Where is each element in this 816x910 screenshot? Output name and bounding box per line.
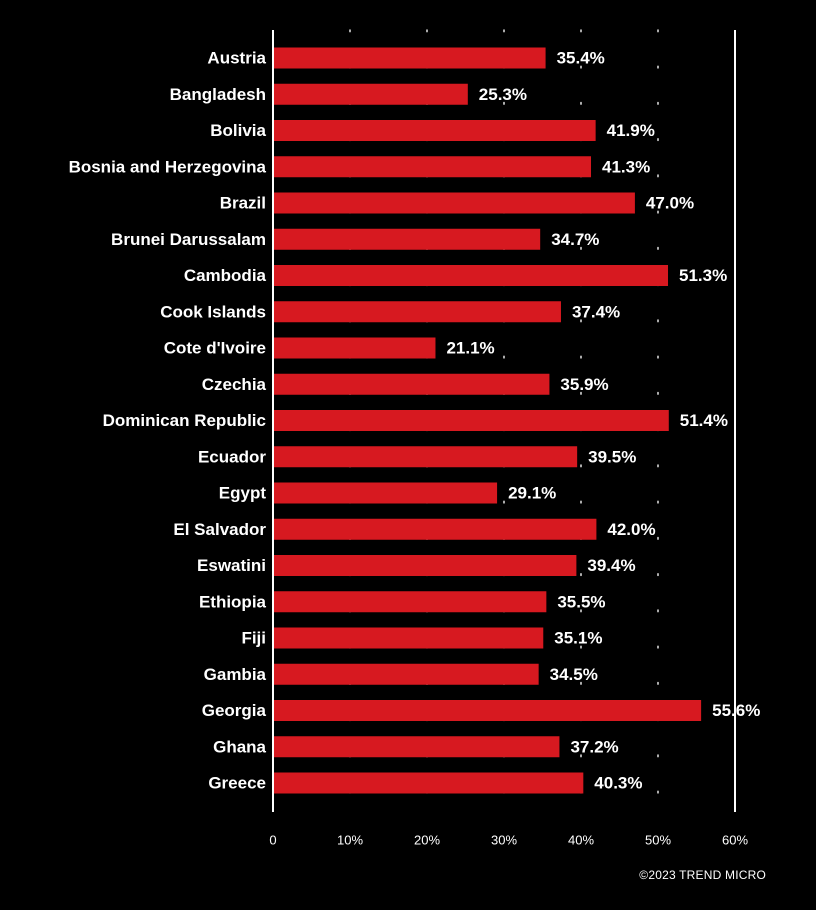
- category-label-egypt: Egypt: [219, 484, 267, 503]
- value-label-ethiopia: 35.5%: [557, 592, 605, 611]
- value-label-gambia: 34.5%: [550, 665, 598, 684]
- value-label-cambodia: 51.3%: [679, 266, 727, 285]
- category-label-greece: Greece: [208, 774, 266, 793]
- bar-gambia: [273, 663, 539, 685]
- value-label-cook-islands: 37.4%: [572, 302, 620, 321]
- bar-eswatini: [273, 555, 577, 576]
- bar-ecuador: [273, 446, 578, 468]
- bar-cote-d-ivoire: [273, 337, 436, 359]
- bar-bolivia: [273, 120, 596, 141]
- value-label-czechia: 35.9%: [560, 375, 608, 394]
- x-tick-label-20: 20%: [414, 833, 440, 848]
- bar-fiji: [273, 627, 544, 649]
- category-label-bolivia: Bolivia: [210, 121, 266, 140]
- x-tick-label-60: 60%: [722, 833, 748, 848]
- bar-egypt: [273, 482, 498, 504]
- x-tick-label-30: 30%: [491, 833, 517, 848]
- bar-ghana: [273, 736, 560, 758]
- bar-dominican-republic: [273, 410, 669, 431]
- category-label-brunei-darussalam: Brunei Darussalam: [111, 230, 266, 249]
- bar-bosnia-and-herzegovina: [273, 156, 592, 178]
- value-label-fiji: 35.1%: [554, 629, 602, 648]
- copyright-notice: ©2023 TREND MICRO: [639, 868, 766, 882]
- category-label-el-salvador: El Salvador: [173, 520, 266, 539]
- category-label-fiji: Fiji: [241, 629, 266, 648]
- bar-cook-islands: [273, 301, 561, 323]
- value-label-bangladesh: 25.3%: [479, 85, 527, 104]
- category-label-ethiopia: Ethiopia: [199, 592, 267, 611]
- value-label-bosnia-and-herzegovina: 41.3%: [602, 157, 650, 176]
- bar-bangladesh: [273, 83, 468, 105]
- value-label-ecuador: 39.5%: [588, 447, 636, 466]
- x-tick-label-0: 0: [269, 833, 276, 848]
- category-label-gambia: Gambia: [204, 665, 267, 684]
- value-label-el-salvador: 42.0%: [607, 520, 655, 539]
- bar-el-salvador: [273, 518, 597, 540]
- category-label-czechia: Czechia: [202, 375, 267, 394]
- category-label-bosnia-and-herzegovina: Bosnia and Herzegovina: [69, 157, 267, 176]
- bar-brunei-darussalam: [273, 228, 541, 250]
- value-label-greece: 40.3%: [594, 774, 642, 793]
- value-label-brazil: 47.0%: [646, 194, 694, 213]
- category-label-ecuador: Ecuador: [198, 447, 266, 466]
- value-label-brunei-darussalam: 34.7%: [551, 230, 599, 249]
- category-label-dominican-republic: Dominican Republic: [103, 411, 266, 430]
- category-label-austria: Austria: [207, 49, 266, 68]
- value-label-eswatini: 39.4%: [587, 556, 635, 575]
- category-label-cook-islands: Cook Islands: [160, 302, 266, 321]
- category-label-georgia: Georgia: [202, 701, 267, 720]
- x-tick-label-10: 10%: [337, 833, 363, 848]
- value-label-ghana: 37.2%: [570, 737, 618, 756]
- bar-austria: [273, 47, 546, 69]
- category-label-bangladesh: Bangladesh: [170, 85, 266, 104]
- category-label-cambodia: Cambodia: [184, 266, 267, 285]
- bar-brazil: [273, 192, 635, 214]
- bar-greece: [273, 772, 584, 794]
- value-label-egypt: 29.1%: [508, 484, 556, 503]
- value-label-cote-d-ivoire: 21.1%: [446, 339, 494, 358]
- bar-cambodia: [273, 265, 669, 286]
- value-label-dominican-republic: 51.4%: [680, 411, 728, 430]
- bar-ethiopia: [273, 591, 547, 613]
- value-label-georgia: 55.6%: [712, 701, 760, 720]
- value-label-austria: 35.4%: [557, 49, 605, 68]
- x-tick-label-50: 50%: [645, 833, 671, 848]
- bar-georgia: [273, 700, 702, 721]
- value-label-bolivia: 41.9%: [607, 121, 655, 140]
- category-label-ghana: Ghana: [213, 737, 266, 756]
- bar-czechia: [273, 373, 550, 395]
- category-label-eswatini: Eswatini: [197, 556, 266, 575]
- x-tick-label-40: 40%: [568, 833, 594, 848]
- category-label-cote-d-ivoire: Cote d'Ivoire: [164, 339, 266, 358]
- category-label-brazil: Brazil: [220, 194, 266, 213]
